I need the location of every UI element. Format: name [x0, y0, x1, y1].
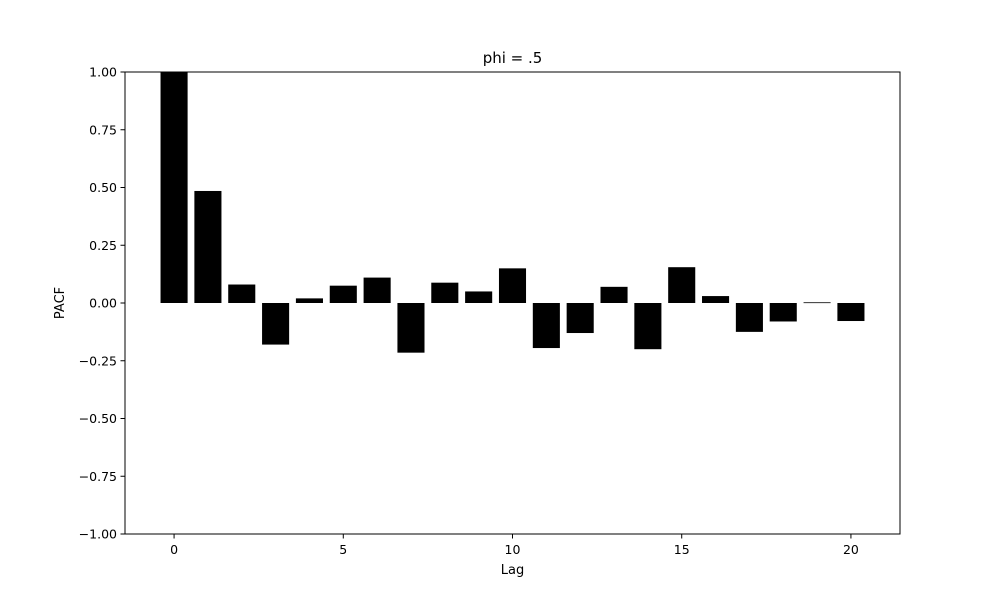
x-tick-label: 5	[339, 542, 347, 557]
x-axis-ticks: 0 5 10 15 20	[170, 534, 859, 557]
bar-lag-15	[668, 267, 696, 303]
bar-lag-13	[600, 286, 628, 303]
bar-lag-20	[837, 303, 865, 322]
y-axis-label: PACF	[53, 287, 68, 319]
y-tick-label: 0.25	[89, 238, 117, 253]
bar-lag-2	[228, 284, 256, 303]
y-tick-label: 1.00	[89, 65, 117, 80]
bar-lag-16	[702, 296, 730, 303]
bar-lag-19	[803, 302, 831, 304]
bar-lag-11	[532, 303, 560, 349]
plot-frame	[124, 71, 901, 535]
bar-lag-12	[566, 303, 594, 334]
y-tick-label: −0.50	[79, 411, 117, 426]
bar-lag-3	[262, 303, 290, 345]
y-tick-label: 0.75	[89, 122, 117, 137]
bar-lag-0	[160, 72, 188, 303]
bar-lag-8	[431, 282, 459, 303]
bar-lag-7	[397, 303, 425, 353]
chart-title: phi = .5	[483, 49, 543, 67]
bar-lag-18	[769, 303, 797, 322]
bar-lag-10	[498, 268, 527, 303]
bar-lag-5	[329, 285, 357, 303]
bar-lag-6	[363, 277, 391, 303]
bar-lag-14	[634, 303, 662, 350]
bar-lag-1	[194, 190, 222, 303]
bars-group	[160, 72, 865, 353]
bar-lag-17	[735, 303, 763, 332]
bar-lag-4	[295, 298, 323, 303]
x-tick-label: 10	[505, 542, 521, 557]
y-axis-ticks: −1.00 −0.75 −0.50 −0.25 0.00 0.25 0.50 0.75 1.00	[79, 65, 125, 542]
y-tick-label: 0.00	[89, 296, 117, 311]
x-axis-label: Lag	[501, 563, 524, 578]
y-tick-label: 0.50	[89, 180, 117, 195]
y-tick-label: −1.00	[79, 527, 117, 542]
y-tick-label: −0.25	[79, 353, 117, 368]
bar-lag-9	[465, 291, 493, 303]
x-tick-label: 20	[843, 542, 859, 557]
x-tick-label: 0	[170, 542, 178, 557]
x-tick-label: 15	[674, 542, 690, 557]
y-tick-label: −0.75	[79, 469, 117, 484]
